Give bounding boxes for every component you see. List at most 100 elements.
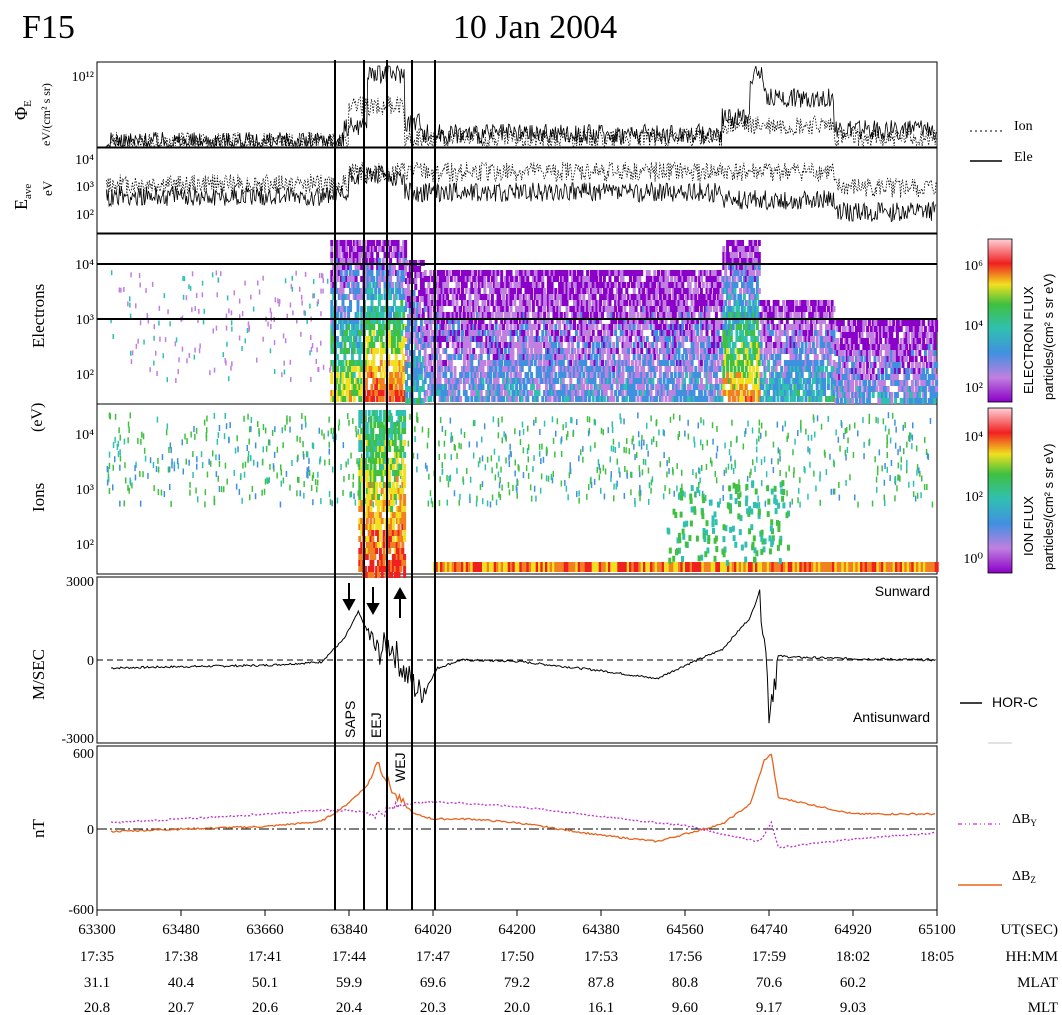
electron-pixel <box>658 318 662 324</box>
electron-pixel <box>834 320 838 326</box>
electron-pixel <box>701 300 705 306</box>
electron-pixel <box>537 354 541 360</box>
electron-pixel <box>494 366 498 372</box>
electron-pixel <box>881 386 884 392</box>
electron-pixel <box>653 366 657 372</box>
electron-pixel <box>474 288 478 294</box>
electron-pixel <box>462 366 466 372</box>
electron-pixel <box>722 306 726 312</box>
electron-pixel <box>810 372 814 378</box>
electron-pixel <box>830 318 834 324</box>
electron-pixel <box>349 246 352 252</box>
electron-pixel <box>849 326 853 332</box>
electron-pixel <box>914 380 918 386</box>
electron-pixel <box>754 258 758 264</box>
electron-pixel <box>332 324 336 330</box>
electron-pixel <box>517 270 520 276</box>
electron-pixel <box>757 264 761 270</box>
electron-pixel <box>354 336 358 342</box>
electron-pixel <box>899 356 903 362</box>
electron-pixel <box>335 396 339 402</box>
electron-pixel <box>754 276 758 282</box>
electron-pixel <box>793 312 797 318</box>
electron-pixel <box>770 396 774 402</box>
electron-pixel <box>671 342 675 348</box>
electron-pixel <box>787 384 791 390</box>
electron-pixel <box>737 360 741 366</box>
electron-pixel <box>414 338 418 344</box>
electron-pixel <box>711 348 715 354</box>
electron-pixel <box>387 330 391 336</box>
electron-pixel <box>716 324 720 330</box>
electron-pixel <box>374 366 378 372</box>
electron-pixel <box>398 294 402 300</box>
electron-pixel <box>438 342 442 348</box>
electron-pixel <box>556 378 560 384</box>
electron-pixel <box>627 282 631 288</box>
electron-pixel <box>741 270 744 276</box>
electron-pixel <box>438 354 442 360</box>
electron-pixel <box>769 336 772 342</box>
electron-pixel <box>449 390 453 396</box>
electron-pixel <box>836 326 840 332</box>
electron-pixel <box>541 300 545 306</box>
electron-pixel <box>370 306 374 312</box>
electron-pixel <box>394 312 398 318</box>
electron-pixel <box>440 360 444 366</box>
electron-pixel <box>647 294 651 300</box>
electron-pixel <box>526 270 530 276</box>
electron-pixel <box>565 300 569 306</box>
electron-pixel <box>813 330 817 336</box>
electron-pixel <box>470 396 474 402</box>
electron-pixel <box>750 312 754 318</box>
electron-pixel <box>335 378 339 384</box>
electron-pixel <box>591 282 595 288</box>
electron-pixel <box>673 306 677 312</box>
electron-pixel <box>825 366 828 372</box>
electron-pixel <box>419 314 423 320</box>
electron-pixel <box>438 324 442 330</box>
electron-pixel <box>341 300 345 306</box>
electron-pixel <box>841 326 845 332</box>
electron-pixel <box>636 270 640 276</box>
electron-pixel <box>548 378 552 384</box>
electron-pixel <box>683 396 687 402</box>
electron-pixel <box>582 300 586 306</box>
electron-pixel <box>402 366 406 372</box>
electron-pixel <box>679 366 683 372</box>
electron-pixel <box>349 342 352 348</box>
electron-pixel <box>364 366 368 372</box>
electron-pixel <box>366 246 370 252</box>
electron-pixel <box>722 366 726 372</box>
electron-pixel <box>741 258 744 264</box>
electron-pixel <box>347 312 351 318</box>
electron-pixel <box>539 294 543 300</box>
electron-pixel <box>873 356 877 362</box>
electron-pixel <box>714 330 718 336</box>
electron-pixel <box>492 306 496 312</box>
electron-pixel <box>505 384 509 390</box>
electron-pixel <box>500 384 504 390</box>
electron-pixel <box>798 384 802 390</box>
electron-pixel <box>668 294 672 300</box>
electron-pixel <box>757 396 761 402</box>
electron-pixel <box>479 318 483 324</box>
electron-pixel <box>759 348 763 354</box>
electron-pixel <box>625 354 629 360</box>
electron-pixel <box>714 324 718 330</box>
electron-pixel <box>791 396 795 402</box>
electron-pixel <box>897 362 901 368</box>
electron-pixel <box>408 392 412 398</box>
electron-pixel <box>791 378 795 384</box>
electron-pixel <box>608 324 612 330</box>
electron-pixel <box>341 378 345 384</box>
electron-pixel <box>750 258 754 264</box>
electron-pixel <box>877 368 881 374</box>
electron-pixel <box>405 344 408 350</box>
electron-pixel <box>440 366 444 372</box>
electron-pixel <box>593 390 597 396</box>
electron-pixel <box>897 350 901 356</box>
electron-pixel <box>502 366 506 372</box>
electron-pixel <box>502 354 506 360</box>
electron-pixel <box>793 366 797 372</box>
